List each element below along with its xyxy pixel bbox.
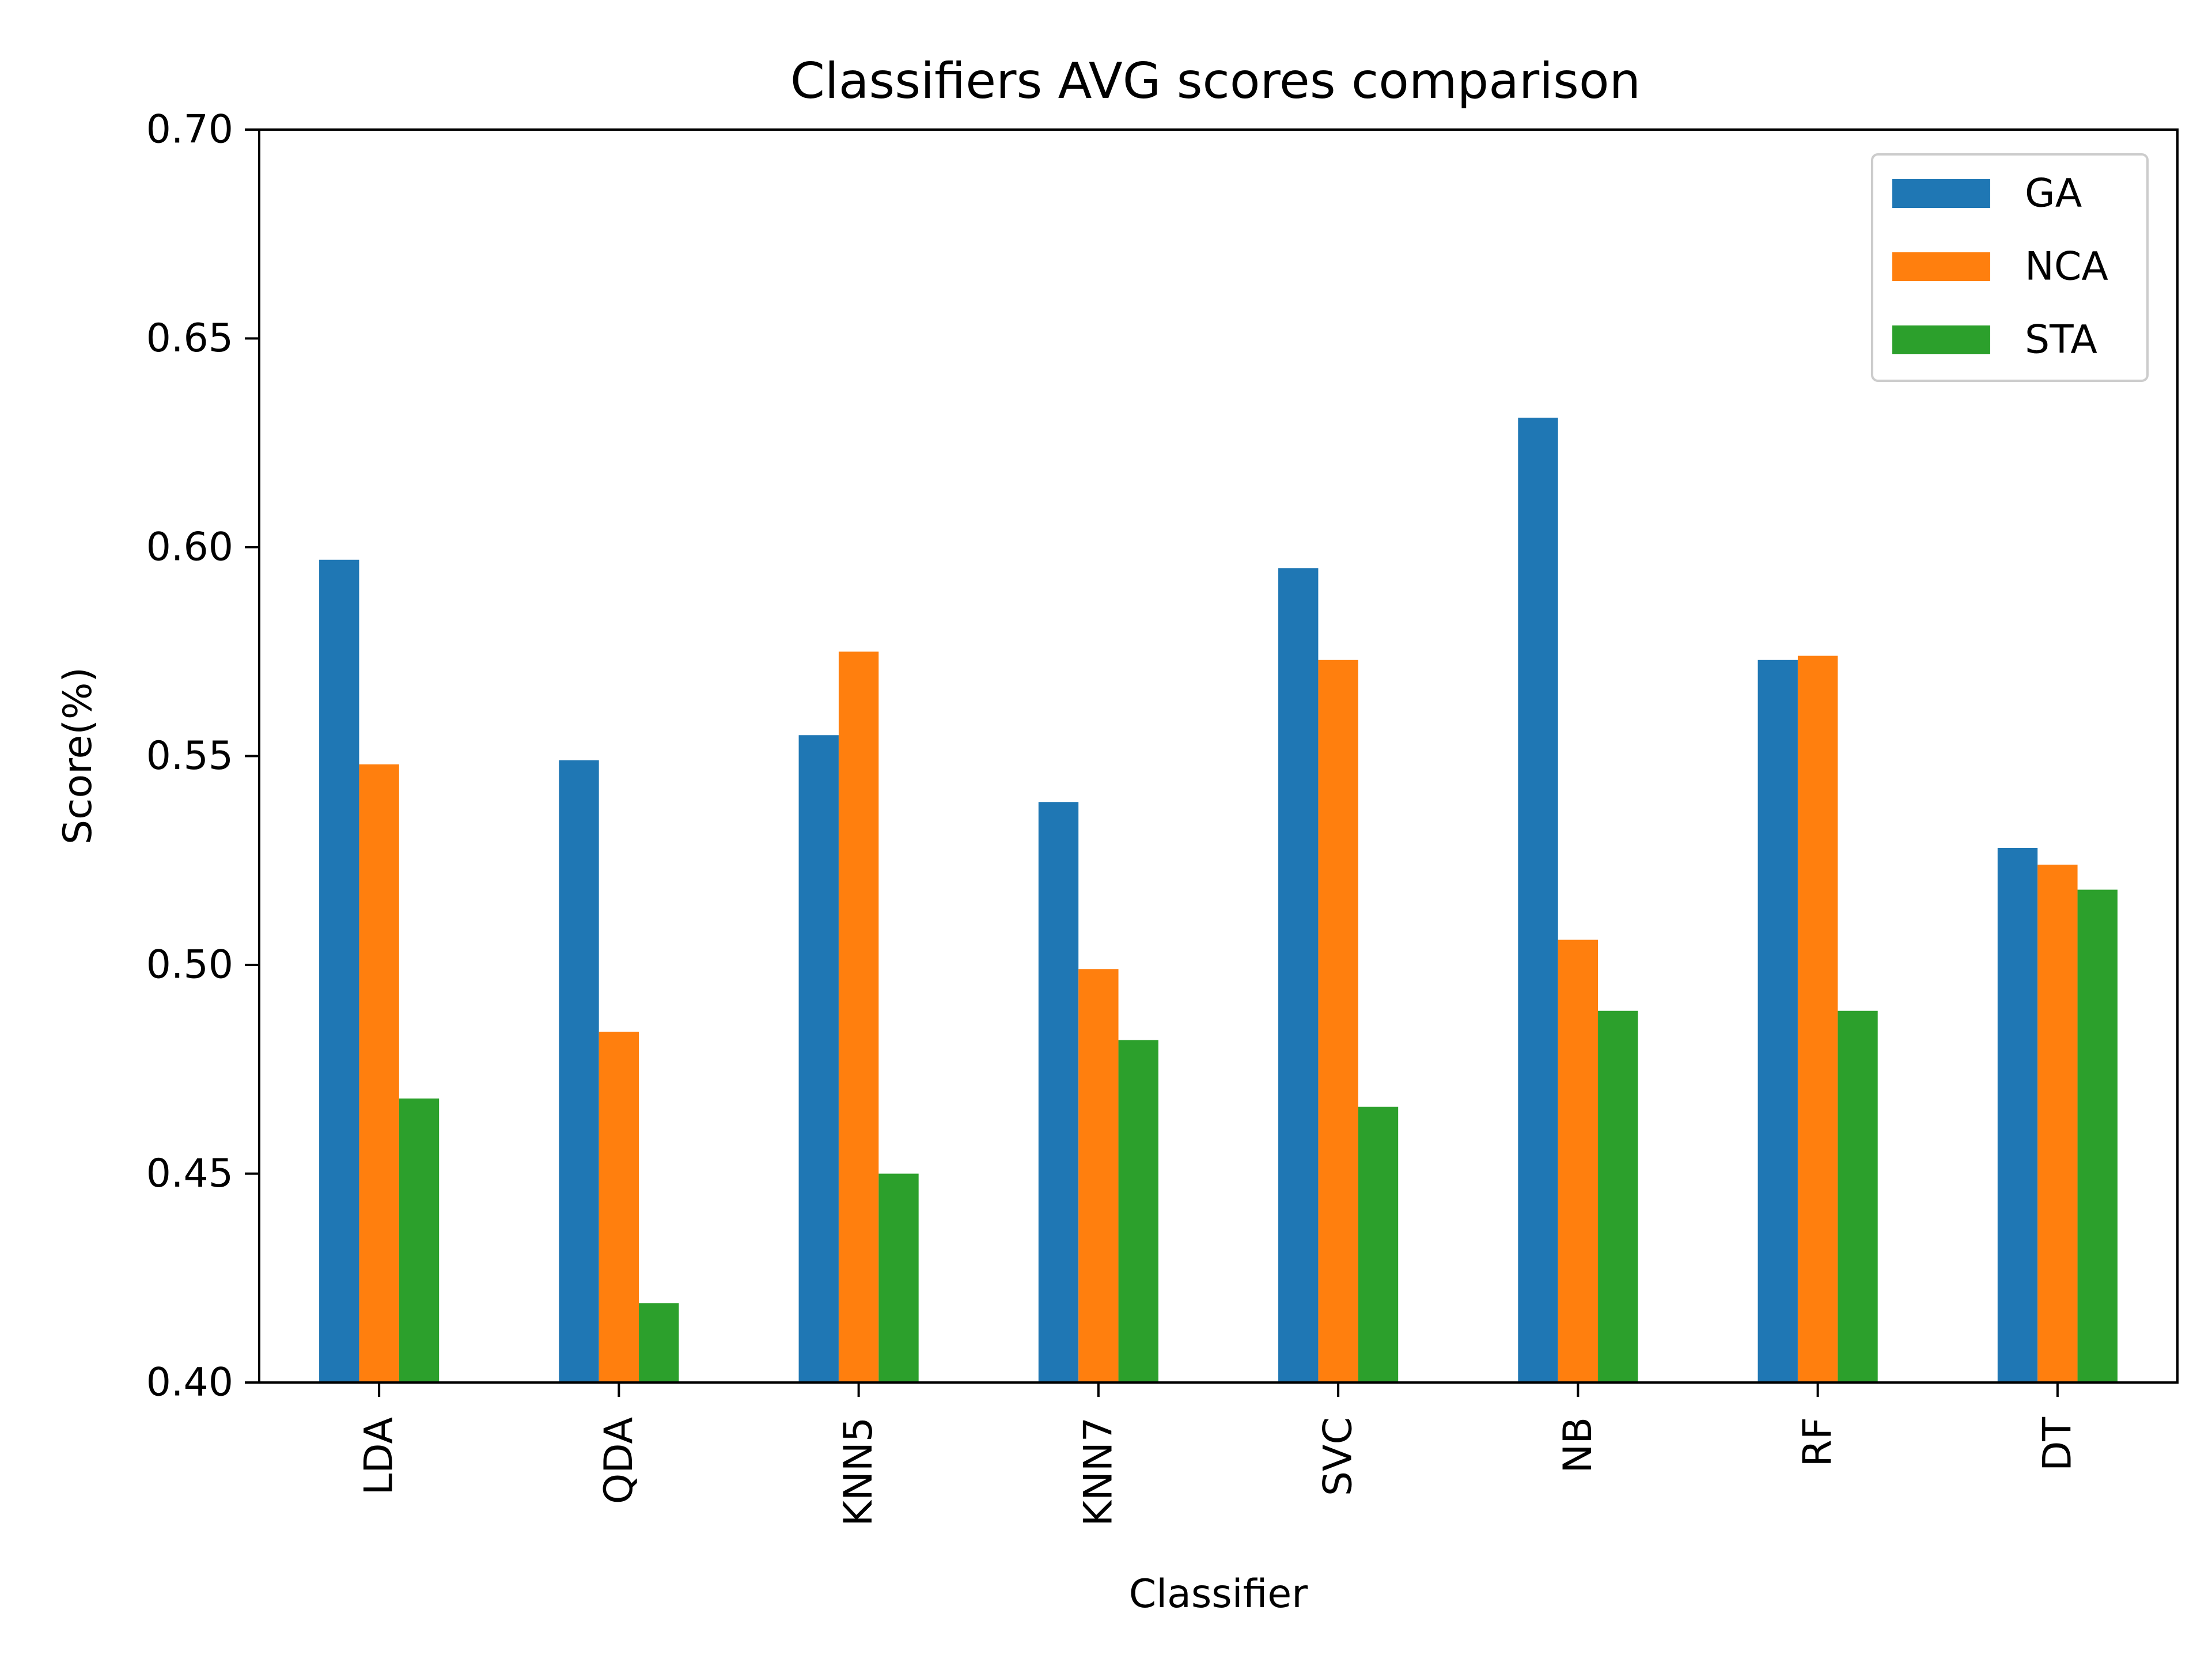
bar-ga-knn7 — [1038, 802, 1079, 1382]
x-tick-label: NB — [1555, 1417, 1601, 1474]
x-axis-label: Classifier — [1129, 1571, 1308, 1617]
bar-ga-rf — [1758, 660, 1798, 1382]
bar-nca-dt — [2037, 865, 2078, 1382]
bar-sta-knn5 — [878, 1173, 919, 1382]
legend-swatch-nca — [1892, 252, 1990, 281]
bar-ga-lda — [319, 559, 359, 1382]
x-tick-label: RF — [1795, 1417, 1840, 1467]
bar-ga-knn5 — [798, 735, 839, 1382]
bar-sta-knn7 — [1118, 1040, 1158, 1382]
bar-nca-rf — [1797, 656, 1838, 1382]
bar-nca-knn5 — [838, 652, 879, 1382]
bar-nca-knn7 — [1078, 969, 1119, 1382]
bar-ga-qda — [559, 760, 599, 1382]
legend-swatch-sta — [1892, 325, 1990, 354]
y-tick-label: 0.55 — [146, 733, 233, 779]
legend-swatch-ga — [1892, 179, 1990, 208]
x-tick-label: QDA — [596, 1417, 642, 1504]
y-tick-label: 0.40 — [146, 1360, 233, 1406]
bar-ga-svc — [1278, 568, 1319, 1382]
bars-layer — [319, 418, 2118, 1382]
bar-ga-dt — [1997, 848, 2038, 1382]
x-axis: LDA QDA KNN5 KNN7 SVC NB RF DT — [357, 1382, 2080, 1527]
x-tick-label: KNN5 — [836, 1417, 881, 1527]
y-axis: 0.40 0.45 0.50 0.55 0.60 0.65 0.70 — [146, 107, 259, 1406]
bar-sta-rf — [1838, 1010, 1878, 1382]
x-tick-label: DT — [2035, 1417, 2080, 1471]
bar-nca-lda — [359, 764, 399, 1382]
y-tick-label: 0.65 — [146, 316, 233, 361]
bar-sta-nb — [1598, 1010, 1638, 1382]
bar-sta-lda — [399, 1099, 440, 1382]
y-tick-label: 0.60 — [146, 525, 233, 570]
bar-ga-nb — [1518, 418, 1558, 1382]
bar-nca-svc — [1318, 660, 1358, 1382]
bar-sta-dt — [2077, 889, 2118, 1382]
y-axis-label: Score(%) — [55, 667, 101, 844]
x-tick-label: LDA — [357, 1417, 402, 1495]
x-tick-label: KNN7 — [1075, 1417, 1121, 1527]
y-tick-label: 0.70 — [146, 107, 233, 153]
bar-sta-qda — [639, 1303, 679, 1382]
y-tick-label: 0.45 — [146, 1151, 233, 1196]
legend-label-sta: STA — [2025, 317, 2097, 363]
bar-nca-nb — [1558, 940, 1599, 1382]
legend-label-nca: NCA — [2025, 244, 2108, 290]
bar-nca-qda — [599, 1032, 639, 1382]
legend-box — [1871, 153, 2149, 382]
chart-title: Classifiers AVG scores comparison — [790, 52, 1641, 110]
bar-sta-svc — [1358, 1107, 1399, 1382]
y-tick-label: 0.50 — [146, 942, 233, 988]
legend-label-ga: GA — [2025, 171, 2082, 217]
x-tick-label: SVC — [1316, 1417, 1361, 1496]
legend: GA NCA STA — [1871, 153, 2149, 382]
